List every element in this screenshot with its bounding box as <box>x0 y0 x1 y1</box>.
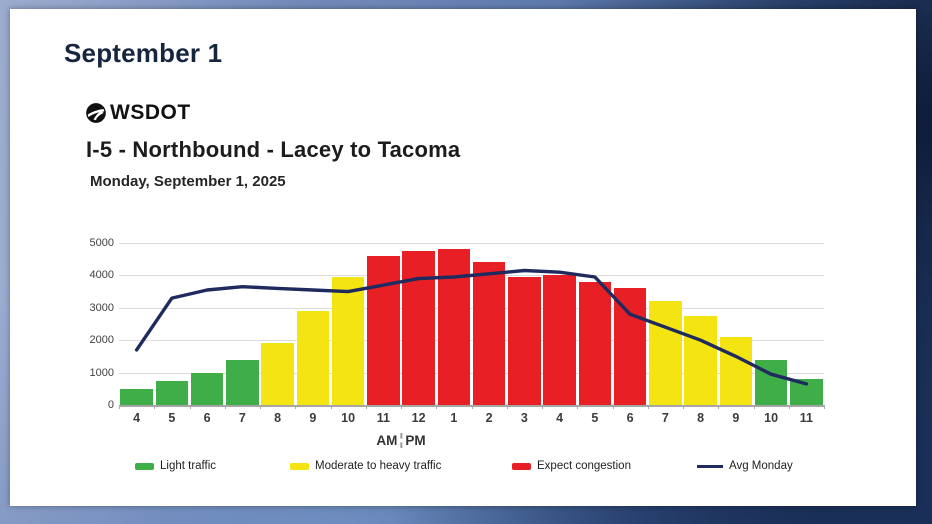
traffic-bar <box>649 301 682 405</box>
x-axis-label: 2 <box>485 411 493 425</box>
y-axis-label: 0 <box>107 399 114 411</box>
axis-tick <box>542 405 543 409</box>
axis-tick <box>295 405 297 409</box>
axis-tick <box>788 405 790 409</box>
x-axis-label: 6 <box>203 411 211 425</box>
axis-tick <box>154 405 156 409</box>
x-axis-label: 11 <box>376 411 390 425</box>
axis-tick <box>224 405 226 409</box>
y-axis-label: 1000 <box>89 366 114 379</box>
traffic-bar <box>331 277 365 405</box>
axis-tick <box>471 405 473 409</box>
axis-tick <box>365 405 367 409</box>
traffic-bar <box>613 288 647 405</box>
x-axis-ticks <box>119 405 825 410</box>
x-axis-label: 10 <box>764 411 779 425</box>
legend-color-swatch <box>512 462 531 470</box>
x-axis-label: 9 <box>732 411 740 425</box>
traffic-bar <box>120 388 153 405</box>
y-axis-label: 5000 <box>89 237 114 249</box>
legend-item: Light traffic <box>135 456 216 476</box>
x-axis-labels: 4 5 6 7 8 9 10 11 12 1 2 3 4 5 6 7 8 9 10 11 <box>119 411 824 425</box>
chart-legend: Light traffic Moderate to heavy traffic Ex… <box>10 456 916 476</box>
am-label: AM <box>376 433 398 448</box>
legend-label: Expect congestion <box>537 460 631 472</box>
traffic-bar <box>508 277 541 405</box>
legend-label: Avg Monday <box>729 460 793 472</box>
x-axis-label: 8 <box>697 411 705 425</box>
x-axis-label: 1 <box>450 411 458 425</box>
legend-label: Moderate to heavy traffic <box>315 460 442 472</box>
axis-tick <box>612 405 614 409</box>
x-axis-label: 5 <box>168 411 176 425</box>
x-axis-label: 11 <box>799 411 813 425</box>
x-axis-label: 7 <box>238 411 246 425</box>
y-axis-label: 2000 <box>89 334 114 347</box>
axis-tick <box>824 405 825 409</box>
y-axis-label: 3000 <box>89 301 114 314</box>
x-axis-label: 6 <box>626 411 634 425</box>
avg-monday-line <box>134 268 809 386</box>
traffic-bar <box>226 359 259 405</box>
wsdot-brand-row: WSDOT <box>86 101 191 125</box>
legend-color-swatch <box>135 462 154 470</box>
axis-tick <box>577 405 579 409</box>
x-axis-label: 9 <box>309 411 317 425</box>
traffic-bar <box>261 343 294 405</box>
chart-date: Monday, September 1, 2025 <box>90 173 286 190</box>
legend-color-swatch <box>290 462 309 470</box>
wsdot-logo-icon <box>86 103 106 123</box>
ampm-divider <box>400 433 403 448</box>
x-axis-label: 4 <box>556 411 564 425</box>
traffic-bar <box>155 380 189 405</box>
y-axis-label: 4000 <box>89 269 114 282</box>
traffic-bar <box>296 311 330 405</box>
x-axis-label: 12 <box>411 411 426 425</box>
axis-tick <box>718 405 720 409</box>
x-axis-label: 5 <box>591 411 599 425</box>
traffic-bar <box>543 275 576 405</box>
ampm-label: AM PM <box>376 433 426 448</box>
gridline <box>119 340 824 342</box>
traffic-bar <box>190 372 224 405</box>
slide-title: September 1 <box>64 38 223 68</box>
axis-tick <box>753 405 755 409</box>
gridline <box>119 372 824 374</box>
content-panel: September 1 WSDOT I-5 - Northbound - Lac… <box>10 9 916 506</box>
axis-tick <box>506 405 508 409</box>
traffic-bar <box>719 336 753 405</box>
traffic-bar <box>472 262 506 405</box>
traffic-bar <box>367 255 400 405</box>
traffic-bar <box>684 315 717 405</box>
axis-tick <box>260 405 261 409</box>
axis-tick <box>683 405 684 409</box>
gridline <box>119 243 824 244</box>
x-axis-label: 10 <box>341 411 356 425</box>
traffic-bar <box>578 281 612 405</box>
axis-tick <box>119 405 120 409</box>
axis-tick <box>647 405 649 409</box>
axis-tick <box>436 405 438 409</box>
x-axis-label: 3 <box>520 411 528 425</box>
traffic-chart-plot <box>119 243 824 407</box>
gridline <box>119 307 824 309</box>
bar-series <box>119 243 824 405</box>
wsdot-brand: WSDOT <box>110 101 191 124</box>
legend-item: Expect congestion <box>512 456 631 476</box>
x-axis-label: 7 <box>661 411 669 425</box>
axis-tick <box>330 405 332 409</box>
legend-line-swatch <box>697 464 723 468</box>
legend-item: Moderate to heavy traffic <box>290 456 441 476</box>
x-axis-label: 4 <box>133 411 141 425</box>
axis-tick <box>189 405 191 409</box>
x-axis-label: 8 <box>274 411 282 425</box>
axis-tick <box>401 405 402 409</box>
y-axis: 0 1000 2000 3000 4000 5000 <box>70 237 114 411</box>
chart-headline: I-5 - Northbound - Lacey to Tacoma <box>86 137 461 162</box>
legend-label: Light traffic <box>160 460 217 472</box>
legend-item: Avg Monday <box>697 456 793 476</box>
pm-label: PM <box>405 433 426 448</box>
